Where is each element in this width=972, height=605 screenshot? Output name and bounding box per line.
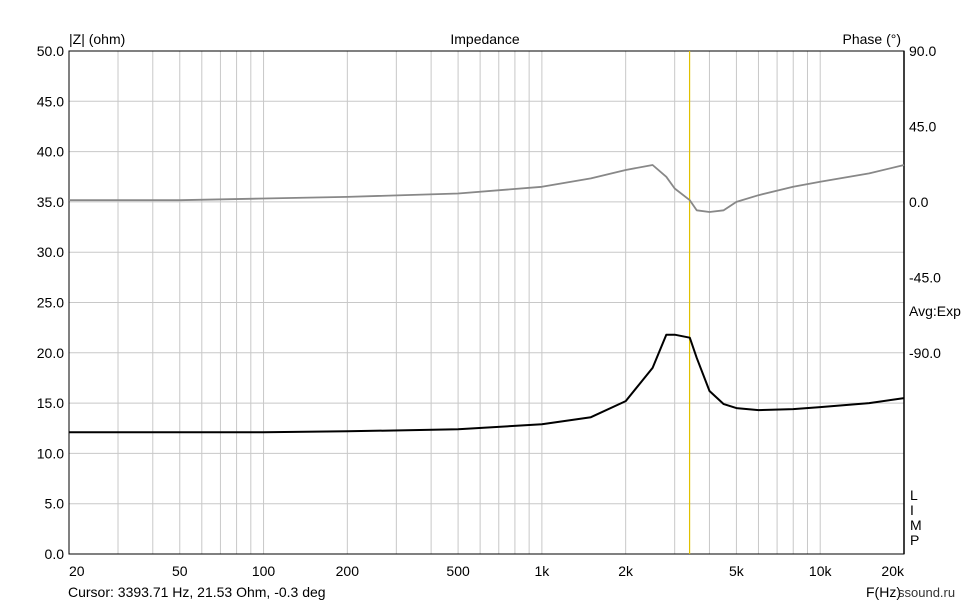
y-tick-label: 15.0 [37,395,64,411]
impedance-series-line [69,333,905,434]
y-tick-label: 40.0 [37,144,64,160]
cursor-readout: Cursor: 3393.71 Hz, 21.53 Ohm, -0.3 deg [68,584,326,600]
side-label-letter: P [910,532,919,548]
y2-tick-label: 90.0 [909,43,936,59]
x-tick-label: 20k [881,563,905,579]
side-label-letter: L [910,487,918,503]
y2-tick-label: -45.0 [909,269,941,285]
curves [69,51,905,554]
y-tick-label: 10.0 [37,445,64,461]
y2-axis-title: Phase (°) [842,31,901,47]
side-label-letter: I [910,502,914,518]
y-axis-title: |Z| (ohm) [69,31,125,47]
y-tick-label: 35.0 [37,194,64,210]
axis-labels: |Z| (ohm) Impedance Phase (°) Avg:Exp Cu… [68,31,961,600]
x-tick-label: 20 [69,563,85,579]
x-tick-label: 5k [729,563,745,579]
y-tick-label: 45.0 [37,93,64,109]
y2-tick-label: 0.0 [909,194,929,210]
x-tick-label: 10k [809,563,833,579]
x-tick-label: 100 [252,563,276,579]
y-tick-label: 0.0 [45,546,65,562]
y2-tick-label: -90.0 [909,345,941,361]
x-tick-label: 200 [336,563,360,579]
y-tick-label: 25.0 [37,295,64,311]
side-label-letter: M [910,517,922,533]
y-tick-label: 30.0 [37,244,64,260]
x-tick-label: 50 [172,563,188,579]
x-tick-label: 500 [446,563,470,579]
watermark: ssound.ru [898,585,955,600]
y-tick-label: 5.0 [45,496,65,512]
averaging-label: Avg:Exp [909,303,961,319]
tick-labels: 0.0 5.0 10.0 15.0 20.0 25.0 30.0 35.0 40.0 45.0 50… [37,43,941,579]
chart-title: Impedance [450,31,519,47]
y2-tick-label: 45.0 [909,118,936,134]
phase-series-line [69,164,905,213]
y-tick-label: 50.0 [37,43,64,59]
grid [68,50,905,555]
x-tick-label: 2k [618,563,634,579]
y-tick-label: 20.0 [37,345,64,361]
x-tick-label: 1k [534,563,550,579]
x-axis-unit: F(Hz) [866,584,901,600]
